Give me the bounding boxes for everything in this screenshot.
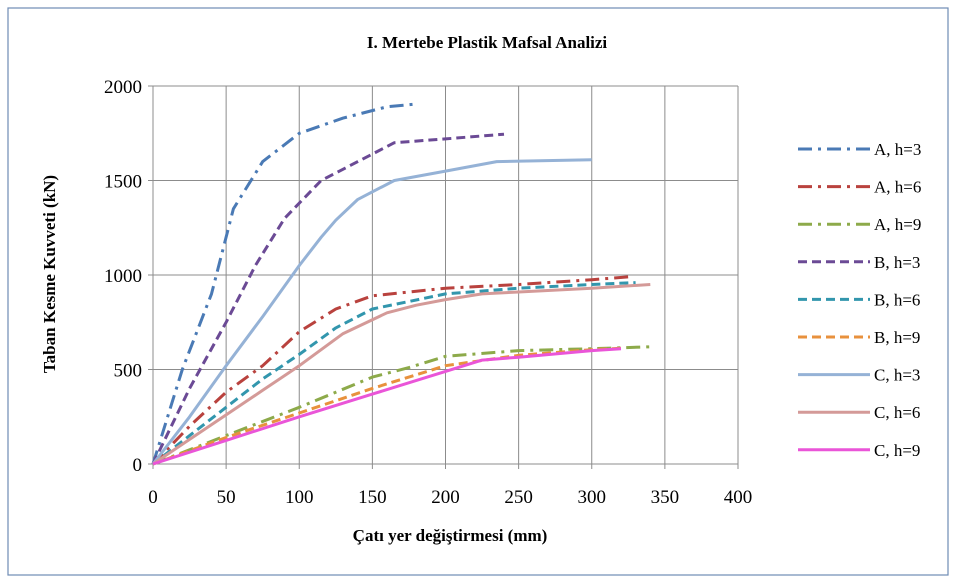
series-line-2 bbox=[152, 345, 651, 466]
legend-label-3: B, h=3 bbox=[874, 253, 920, 272]
series-line-4 bbox=[152, 281, 636, 466]
axes: 0 50 100 150 200 250 300 350 400 0 500 1000 1500 2000 bbox=[104, 77, 752, 508]
chart-title: I. Mertebe Plastik Mafsal Analizi bbox=[367, 33, 608, 52]
series-line-8 bbox=[152, 347, 622, 466]
series-line-0 bbox=[151, 102, 417, 465]
x-tick-label: 200 bbox=[431, 487, 460, 508]
x-tick-label: 250 bbox=[504, 487, 533, 508]
legend-label-6: C, h=3 bbox=[874, 366, 920, 385]
y-tick-label: 0 bbox=[133, 455, 143, 476]
legend-label-8: C, h=9 bbox=[874, 441, 920, 460]
series-lines bbox=[151, 102, 651, 466]
legend-label-1: A, h=6 bbox=[874, 178, 921, 197]
legend-label-7: C, h=6 bbox=[874, 403, 920, 422]
x-tick-label: 100 bbox=[285, 487, 314, 508]
series-line-5 bbox=[152, 346, 622, 466]
legend-label-4: B, h=6 bbox=[874, 290, 920, 309]
y-tick-label: 1500 bbox=[104, 172, 142, 193]
y-tick-label: 500 bbox=[114, 361, 143, 382]
x-tick-label: 300 bbox=[578, 487, 607, 508]
y-axis-label: Taban Kesme Kuvveti (kN) bbox=[40, 175, 59, 373]
series-line-1 bbox=[151, 275, 629, 466]
legend-label-0: A, h=3 bbox=[874, 140, 921, 159]
series-line-3 bbox=[151, 132, 505, 465]
series-line-6 bbox=[151, 158, 592, 465]
legend-label-5: B, h=9 bbox=[874, 328, 920, 347]
x-tick-label: 0 bbox=[148, 487, 158, 508]
y-tick-label: 2000 bbox=[104, 77, 142, 98]
x-tick-label: 400 bbox=[724, 487, 753, 508]
x-tick-label: 150 bbox=[358, 487, 387, 508]
x-tick-label: 350 bbox=[651, 487, 680, 508]
series-line-7 bbox=[152, 283, 651, 466]
y-tick-label: 1000 bbox=[104, 266, 142, 287]
chart-frame bbox=[7, 7, 949, 576]
x-axis-label: Çatı yer değiştirmesi (mm) bbox=[353, 526, 548, 545]
legend: A, h=3 A, h=6 A, h=9 B, h=3 B, h=6 B, h=9 C, h… bbox=[798, 140, 921, 460]
legend-label-2: A, h=9 bbox=[874, 215, 921, 234]
x-tick-label: 50 bbox=[217, 487, 236, 508]
